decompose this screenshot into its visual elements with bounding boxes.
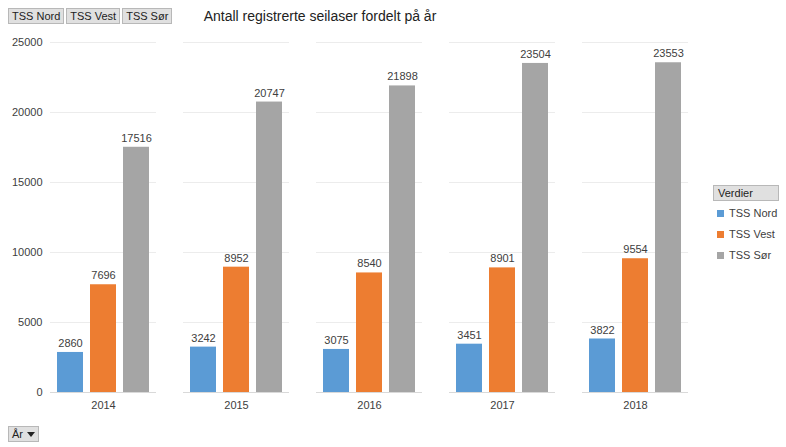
svg-text:17516: 17516 bbox=[121, 132, 152, 144]
svg-text:3451: 3451 bbox=[457, 329, 481, 341]
html-text:TSS Vest: TSS Vest bbox=[729, 228, 775, 240]
svg-text:8540: 8540 bbox=[357, 257, 381, 269]
html-text:Antall registrerte seilaser fo: Antall registrerte seilaser fordelt på å… bbox=[203, 8, 437, 24]
svg-text:5000: 5000 bbox=[18, 316, 42, 328]
svg-text:2860: 2860 bbox=[58, 337, 82, 349]
html-text:TSS Sør: TSS Sør bbox=[729, 249, 772, 261]
html-text:TSS Nord: TSS Nord bbox=[729, 207, 778, 219]
svg-text:21898: 21898 bbox=[387, 70, 418, 82]
svg-text:3242: 3242 bbox=[191, 332, 215, 344]
svg-text:25000: 25000 bbox=[12, 36, 43, 48]
html-text:Verdier: Verdier bbox=[718, 187, 753, 199]
html-text:TSS Sør: TSS Sør bbox=[126, 10, 169, 22]
svg-text:2014: 2014 bbox=[91, 399, 115, 411]
html-text:TSS Vest: TSS Vest bbox=[70, 10, 117, 22]
svg-text:23553: 23553 bbox=[653, 47, 684, 59]
svg-text:23504: 23504 bbox=[520, 48, 551, 60]
svg-text:20747: 20747 bbox=[254, 87, 285, 99]
html-text:År: År bbox=[12, 428, 23, 440]
svg-text:9554: 9554 bbox=[623, 243, 647, 255]
svg-text:2018: 2018 bbox=[623, 399, 647, 411]
html-text:TSS Nord: TSS Nord bbox=[12, 10, 61, 22]
svg-text:8901: 8901 bbox=[490, 252, 514, 264]
svg-text:2016: 2016 bbox=[357, 399, 381, 411]
svg-text:3822: 3822 bbox=[590, 324, 614, 336]
svg-text:20000: 20000 bbox=[12, 106, 43, 118]
svg-text:10000: 10000 bbox=[12, 246, 43, 258]
svg-text:15000: 15000 bbox=[12, 176, 43, 188]
svg-text:3075: 3075 bbox=[324, 334, 348, 346]
svg-text:2017: 2017 bbox=[490, 399, 514, 411]
svg-text:2015: 2015 bbox=[224, 399, 248, 411]
svg-text:7696: 7696 bbox=[91, 269, 115, 281]
svg-text:0: 0 bbox=[36, 386, 42, 398]
svg-text:8952: 8952 bbox=[224, 252, 248, 264]
